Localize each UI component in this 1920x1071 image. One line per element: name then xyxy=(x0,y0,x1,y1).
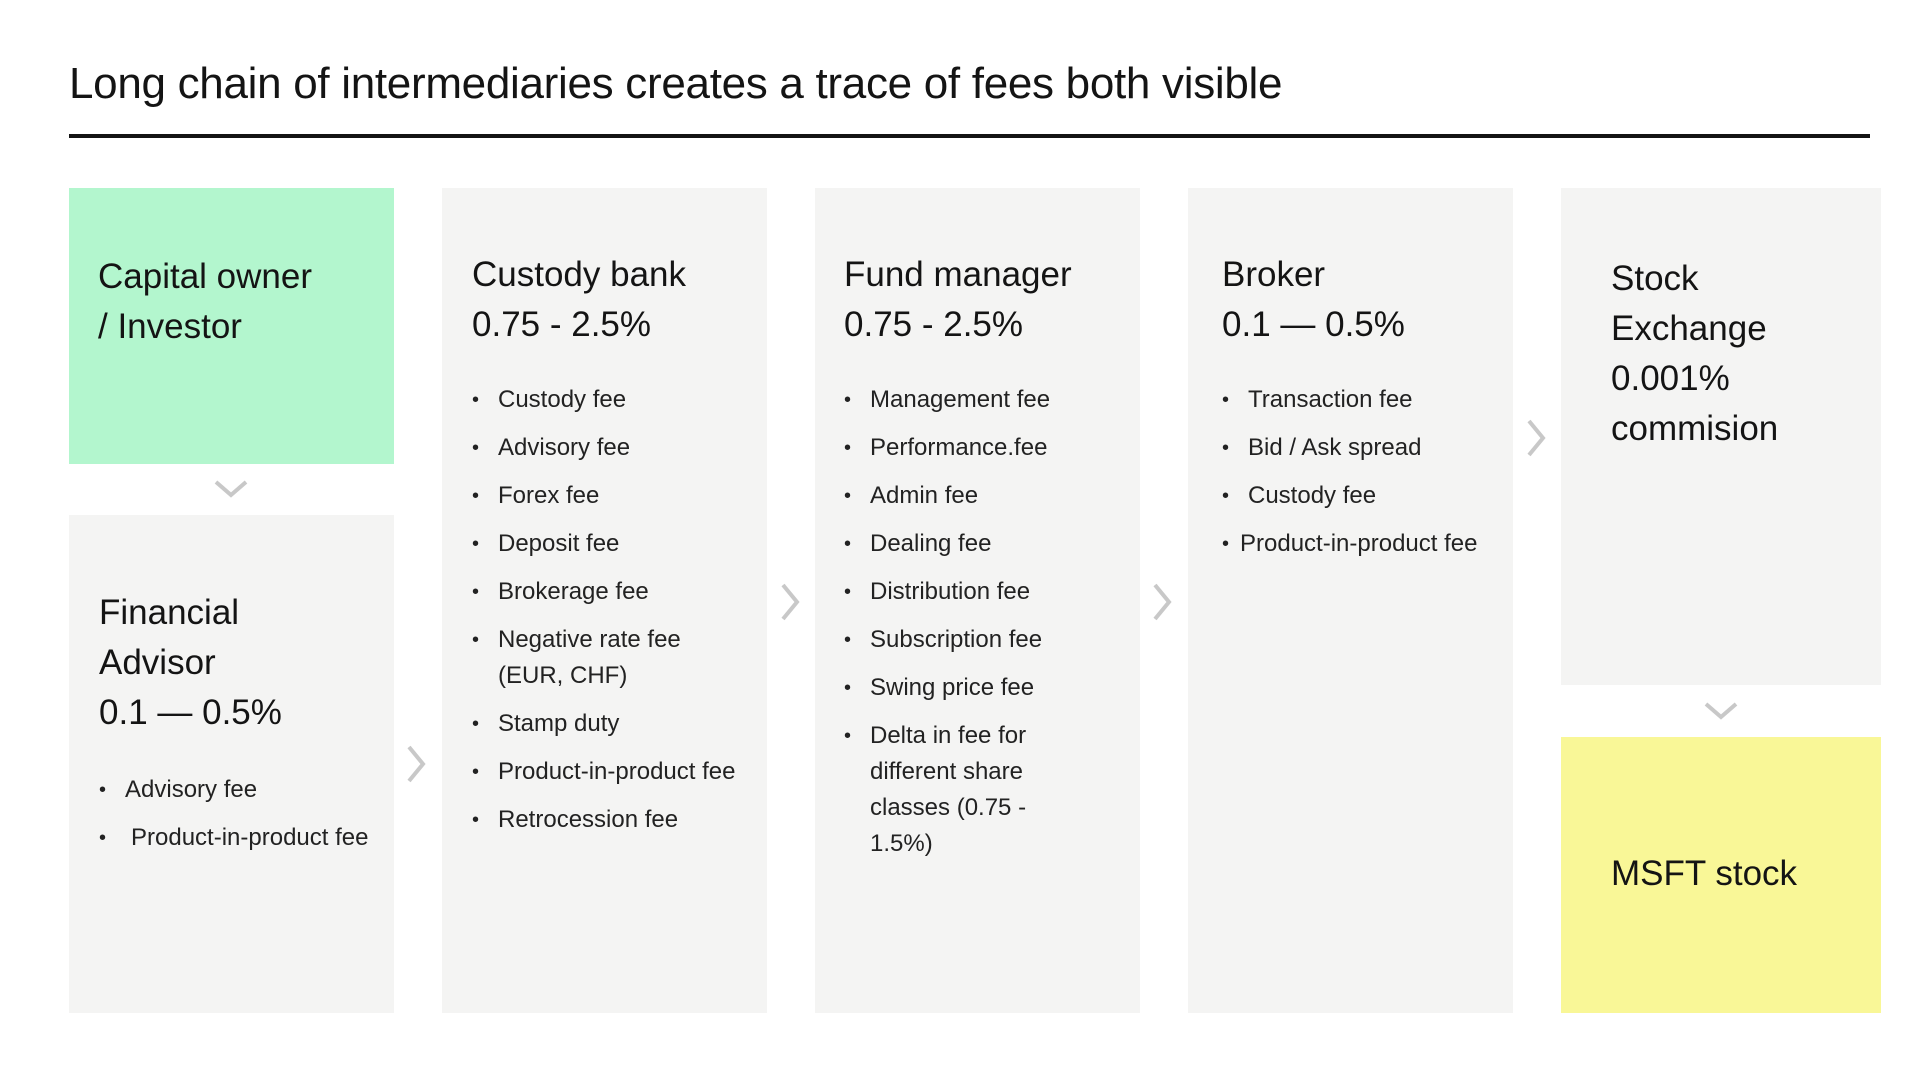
advisor-line-1: Financial xyxy=(99,593,240,632)
custody-bank-name: Custody bank xyxy=(472,255,687,294)
broker-rate: 0.1 — 0.5% xyxy=(1222,305,1405,344)
list-item: Dealing fee xyxy=(844,526,1114,562)
stock-exchange-rate: 0.001% xyxy=(1611,359,1730,398)
list-item: Advisory fee xyxy=(99,772,369,808)
fund-manager-name: Fund manager xyxy=(844,255,1072,294)
list-item: Bid / Ask spread xyxy=(1222,430,1482,466)
advisor-line-2: Advisor xyxy=(99,643,216,682)
investor-line-2: / Investor xyxy=(98,307,242,346)
slide-title: Long chain of intermediaries creates a t… xyxy=(69,59,1283,108)
broker-name: Broker xyxy=(1222,255,1326,294)
list-item: Forex fee xyxy=(472,478,732,514)
chevron-right-icon xyxy=(1527,419,1546,457)
list-item: Product-in-product fee xyxy=(472,754,738,790)
list-item: Swing price fee xyxy=(844,670,1114,706)
list-item: Brokerage fee xyxy=(472,574,732,610)
list-item: Performance.fee xyxy=(844,430,1114,466)
list-item: Management fee xyxy=(844,382,1114,418)
broker-card: Broker 0.1 — 0.5% Transaction fee Bid / … xyxy=(1188,188,1513,1013)
msft-stock-card: MSFT stock xyxy=(1561,737,1881,1013)
fund-fee-list: Management fee Performance.fee Admin fee… xyxy=(844,382,1114,862)
stock-exchange-line-1: Stock xyxy=(1611,259,1699,298)
chevron-down-icon xyxy=(214,480,248,498)
list-item: Negative rate fee (EUR, CHF) xyxy=(472,622,698,694)
list-item: Subscription fee xyxy=(844,622,1114,658)
chevron-down-icon xyxy=(1704,702,1738,720)
chevron-right-icon xyxy=(407,745,426,783)
list-item: Custody fee xyxy=(1222,478,1482,514)
chevron-right-icon xyxy=(1153,583,1172,621)
stock-exchange-line-2: Exchange xyxy=(1611,309,1767,348)
broker-fee-list: Transaction fee Bid / Ask spread Custody… xyxy=(1222,382,1482,562)
advisor-card: Financial Advisor 0.1 — 0.5% Advisory fe… xyxy=(69,515,394,1013)
custody-bank-rate: 0.75 - 2.5% xyxy=(472,305,651,344)
list-item: Deposit fee xyxy=(472,526,732,562)
fund-manager-rate: 0.75 - 2.5% xyxy=(844,305,1023,344)
fund-manager-card: Fund manager 0.75 - 2.5% Management fee … xyxy=(815,188,1140,1013)
list-item: Transaction fee xyxy=(1222,382,1482,418)
list-item: Custody fee xyxy=(472,382,732,418)
msft-stock-label: MSFT stock xyxy=(1611,854,1798,893)
custody-fee-list: Custody fee Advisory fee Forex fee Depos… xyxy=(472,382,735,838)
investor-card: Capital owner / Investor xyxy=(69,188,394,464)
list-item: Distribution fee xyxy=(844,574,1114,610)
list-item: Retrocession fee xyxy=(472,802,732,838)
list-item: Stamp duty xyxy=(472,706,732,742)
custody-bank-card: Custody bank 0.75 - 2.5% Custody fee Adv… xyxy=(442,188,767,1013)
advisor-fee-list: Advisory fee Product-in-product fee xyxy=(99,772,369,856)
list-item: Advisory fee xyxy=(472,430,732,466)
chevron-right-icon xyxy=(781,583,800,621)
stock-exchange-card: Stock Exchange 0.001% commision xyxy=(1561,188,1881,685)
list-item: Delta in fee for different share classes… xyxy=(844,718,1050,862)
stock-exchange-note: commision xyxy=(1611,409,1779,448)
investor-line-1: Capital owner xyxy=(98,257,312,296)
advisor-rate: 0.1 — 0.5% xyxy=(99,693,282,732)
list-item: Product-in-product fee xyxy=(1222,526,1482,562)
title-divider xyxy=(69,134,1870,138)
list-item: Product-in-product fee xyxy=(99,820,369,856)
list-item: Admin fee xyxy=(844,478,1114,514)
